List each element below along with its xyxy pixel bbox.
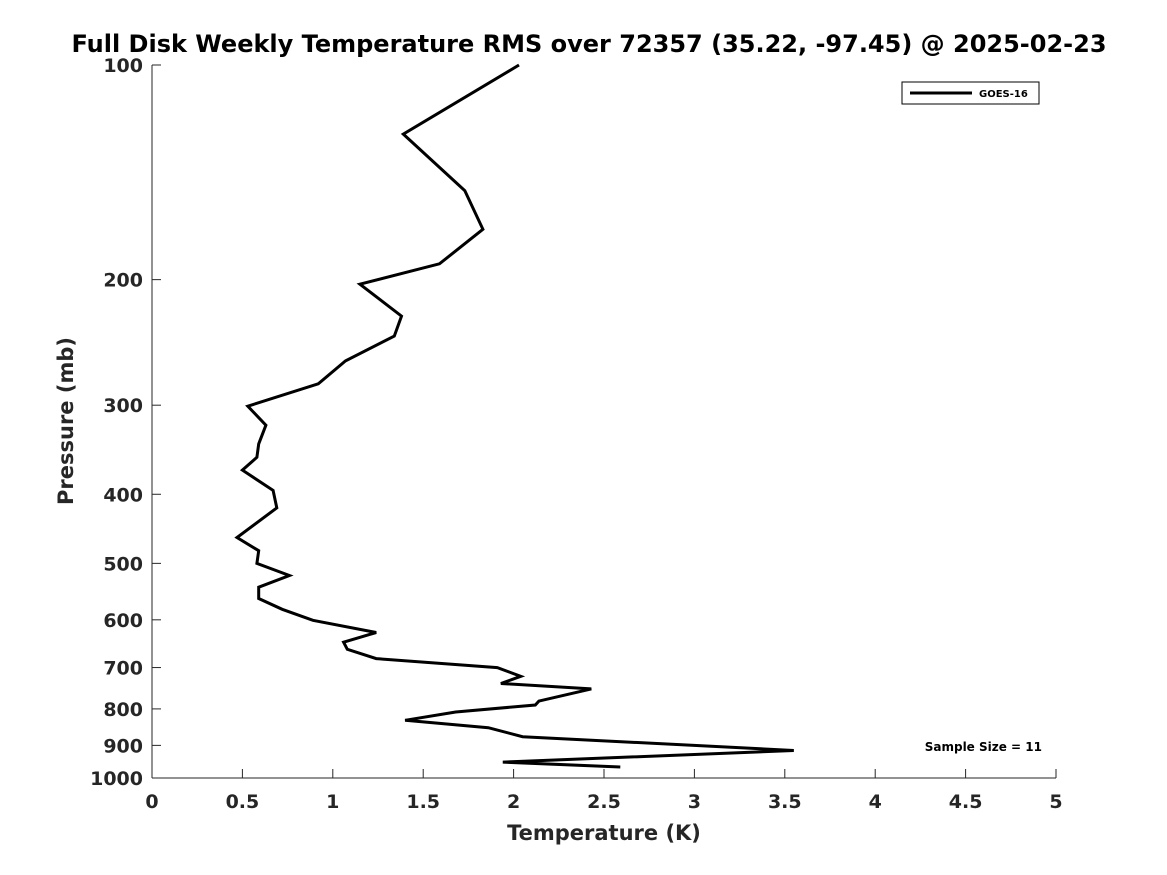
x-tick-label: 2: [507, 791, 520, 813]
x-tick-label: 1: [326, 791, 339, 813]
y-tick-label: 900: [103, 735, 143, 757]
x-tick-label: 0: [145, 791, 158, 813]
y-tick-label: 100: [103, 55, 143, 77]
chart-title: Full Disk Weekly Temperature RMS over 72…: [71, 30, 1106, 58]
series-line-goes-16: [234, 63, 794, 769]
x-tick-label: 0.5: [226, 791, 260, 813]
y-axis-label: Pressure (mb): [54, 337, 78, 505]
series-layer: [234, 63, 794, 769]
legend-label-goes-16: GOES-16: [979, 89, 1028, 100]
y-tick-label: 500: [103, 553, 143, 575]
plot-axes: [151, 65, 1056, 779]
legend: GOES-16: [901, 81, 1040, 105]
y-tick-label: 700: [103, 658, 143, 680]
x-tick-label: 3: [688, 791, 701, 813]
x-tick-label: 1.5: [406, 791, 440, 813]
x-tick-label: 4.5: [949, 791, 983, 813]
y-tick-label: 200: [103, 270, 143, 292]
y-tick-label: 800: [103, 699, 143, 721]
y-tick-label: 1000: [90, 768, 143, 790]
x-tick-label: 3.5: [768, 791, 802, 813]
y-tick-label: 300: [103, 395, 143, 417]
y-tick-label: 400: [103, 484, 143, 506]
x-axis-label: Temperature (K): [507, 821, 701, 845]
y-axis-ticks: 100 200 300 400 500 600 700 800 900 1000: [90, 55, 161, 790]
y-tick-label: 600: [103, 610, 143, 632]
x-axis-ticks: 0 0.5 1 1.5 2 2.5 3 3.5 4 4.5 5: [145, 769, 1063, 813]
sample-size-annotation: Sample Size = 11: [925, 740, 1042, 754]
x-tick-label: 2.5: [587, 791, 621, 813]
x-tick-label: 4: [869, 791, 882, 813]
x-tick-label: 5: [1049, 791, 1062, 813]
